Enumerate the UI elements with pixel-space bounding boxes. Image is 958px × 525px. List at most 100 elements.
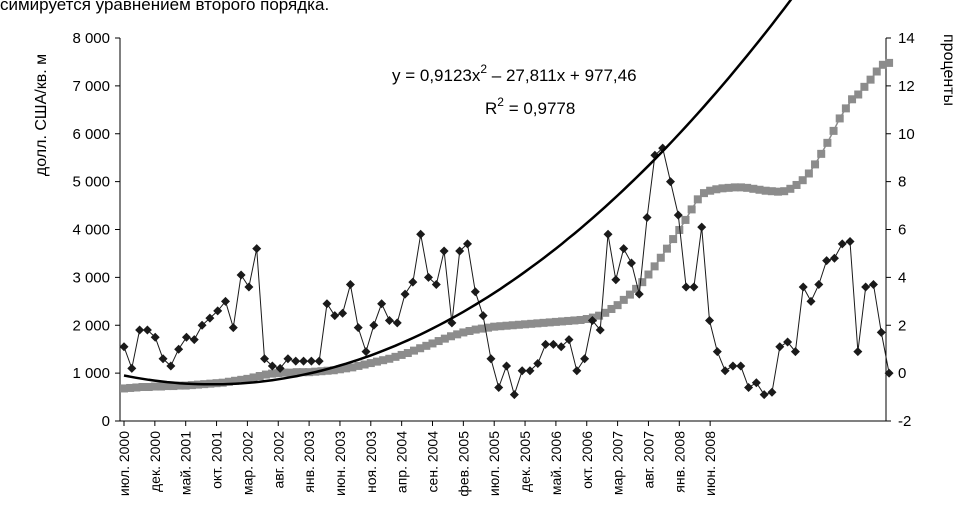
price-point bbox=[564, 316, 573, 325]
price-point bbox=[465, 326, 474, 335]
percent-point bbox=[181, 332, 191, 342]
price-point bbox=[218, 378, 227, 387]
percent-point bbox=[564, 335, 574, 345]
percent-point bbox=[314, 356, 324, 366]
price-point bbox=[502, 321, 511, 330]
percent-point bbox=[736, 361, 746, 371]
price-point bbox=[249, 373, 258, 382]
percent-point bbox=[541, 339, 551, 349]
price-point bbox=[811, 160, 820, 169]
price-point bbox=[644, 270, 653, 279]
price-point bbox=[817, 149, 826, 158]
price-point bbox=[138, 383, 147, 392]
percent-point bbox=[400, 289, 410, 299]
percent-point bbox=[174, 344, 184, 354]
trend-equation-rest: – 27,811x + 977,46 bbox=[487, 66, 637, 85]
x-tick-label: сен. 2004 bbox=[425, 431, 441, 493]
percent-point bbox=[127, 363, 137, 373]
percent-point bbox=[345, 280, 355, 290]
price-point bbox=[453, 330, 462, 339]
price-point bbox=[385, 354, 394, 363]
price-point bbox=[305, 368, 314, 377]
percent-point bbox=[517, 366, 527, 376]
price-point bbox=[687, 205, 696, 214]
price-point bbox=[885, 58, 894, 67]
price-point bbox=[841, 104, 850, 113]
price-point bbox=[854, 90, 863, 99]
price-point bbox=[286, 368, 295, 377]
price-point bbox=[576, 315, 585, 324]
percent-point bbox=[494, 382, 504, 392]
right-tick-label: 8 bbox=[898, 174, 906, 191]
percent-point bbox=[502, 361, 512, 371]
trend-line bbox=[123, 0, 793, 386]
price-point bbox=[521, 320, 530, 329]
price-point bbox=[774, 187, 783, 196]
price-point bbox=[181, 381, 190, 390]
left-tick-label: 3 000 bbox=[72, 269, 110, 286]
right-axis-ticks: -2 0 2 4 6 8 10 12 14 bbox=[886, 30, 915, 430]
percent-point bbox=[556, 342, 566, 352]
price-point bbox=[582, 315, 591, 324]
price-point bbox=[724, 183, 733, 192]
percent-point bbox=[275, 363, 285, 373]
percent-point bbox=[338, 308, 348, 318]
x-tick-label: мар. 2002 bbox=[239, 431, 255, 495]
price-point bbox=[508, 321, 517, 330]
price-point bbox=[527, 319, 536, 328]
price-point bbox=[169, 382, 178, 391]
trend-series bbox=[123, 0, 793, 386]
percent-point bbox=[306, 356, 316, 366]
price-point bbox=[496, 322, 505, 331]
price-point bbox=[662, 244, 671, 253]
price-point bbox=[780, 187, 789, 196]
percent-point bbox=[135, 325, 145, 335]
price-point bbox=[348, 363, 357, 372]
percent-point bbox=[681, 282, 691, 292]
left-tick-label: 5 000 bbox=[72, 174, 110, 191]
price-point bbox=[866, 75, 875, 84]
price-point bbox=[706, 186, 715, 195]
price-point bbox=[558, 317, 567, 326]
price-point bbox=[379, 356, 388, 365]
price-point bbox=[613, 301, 622, 310]
caption-text: симируется уравнением второго порядка. bbox=[0, 0, 330, 14]
price-point bbox=[786, 184, 795, 193]
price-point bbox=[447, 332, 456, 341]
percent-point bbox=[673, 210, 683, 220]
percent-point bbox=[384, 315, 394, 325]
percent-point bbox=[353, 323, 363, 333]
percent-point bbox=[150, 332, 160, 342]
price-point bbox=[730, 183, 739, 192]
percent-point bbox=[798, 282, 808, 292]
price-point bbox=[144, 383, 153, 392]
percent-point bbox=[322, 299, 332, 309]
percent-point bbox=[423, 272, 433, 282]
r-squared-prefix: R bbox=[485, 99, 497, 118]
price-point bbox=[150, 382, 159, 391]
percent-point bbox=[587, 315, 597, 325]
percent-point bbox=[478, 311, 488, 321]
price-point bbox=[440, 334, 449, 343]
x-tick-label: авг. 2007 bbox=[640, 431, 656, 489]
price-point bbox=[804, 169, 813, 178]
percent-point bbox=[642, 213, 652, 223]
y2-axis-title: проценты bbox=[940, 34, 957, 106]
price-point bbox=[237, 375, 246, 384]
right-tick-label: 2 bbox=[898, 317, 906, 334]
x-tick-label: окт. 2001 bbox=[209, 431, 225, 489]
price-point bbox=[434, 337, 443, 346]
percent-point bbox=[829, 253, 839, 263]
percent-point bbox=[158, 354, 168, 364]
price-point bbox=[570, 316, 579, 325]
price-point bbox=[767, 187, 776, 196]
price-point bbox=[545, 318, 554, 327]
percent-point bbox=[697, 222, 707, 232]
price-point bbox=[120, 384, 128, 393]
percent-point bbox=[720, 366, 730, 376]
percent-point bbox=[267, 361, 277, 371]
percent-point bbox=[228, 323, 238, 333]
price-point bbox=[409, 346, 418, 355]
price-point bbox=[718, 184, 727, 193]
percent-point bbox=[455, 246, 465, 256]
